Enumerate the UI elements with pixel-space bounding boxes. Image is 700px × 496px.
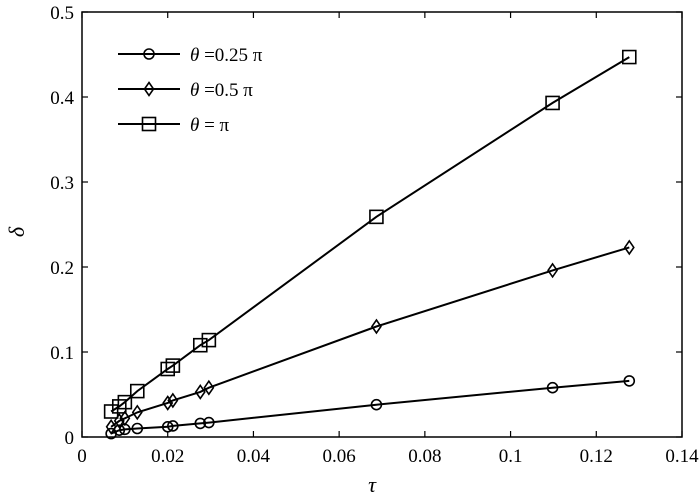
legend-label-value: =0.5 π — [199, 80, 253, 101]
data-point — [117, 394, 133, 410]
legend-marker — [143, 48, 155, 60]
legend-label-variable: θ — [190, 45, 199, 66]
legend-label-value: =0.25 π — [199, 45, 262, 66]
data-point — [162, 395, 174, 411]
legend-label: θ =0.5 π — [190, 80, 253, 101]
legend-entry: θ =0.5 π — [118, 80, 253, 101]
y-tick-label: 0.5 — [50, 3, 74, 24]
legend-marker — [143, 81, 155, 97]
plot-border — [81, 11, 683, 438]
x-axis-label: τ — [368, 472, 377, 496]
data-point — [161, 420, 174, 433]
data-point — [105, 418, 117, 435]
axis-ticks — [81, 11, 683, 438]
legend-label-variable: θ — [190, 115, 199, 136]
data-point — [131, 404, 143, 421]
data-point — [370, 318, 382, 335]
legend-label-variable: θ — [190, 80, 199, 101]
data-point — [546, 381, 559, 394]
series-square — [103, 49, 637, 419]
series-line — [110, 56, 630, 413]
data-point — [103, 404, 119, 419]
legend-label: θ =0.25 π — [190, 45, 263, 66]
series-circle — [105, 375, 636, 440]
x-tick-label: 0.12 — [580, 446, 613, 467]
y-tick-label: 0.2 — [50, 258, 74, 279]
data-point — [203, 379, 215, 396]
data-point — [129, 383, 145, 399]
data-point — [623, 239, 635, 256]
data-point — [203, 416, 215, 429]
data-point — [370, 398, 383, 411]
legend-label-value: = π — [199, 115, 229, 136]
x-tick-label: 0.14 — [665, 446, 699, 467]
x-tick-label: 0.06 — [323, 446, 356, 467]
series-layer — [103, 49, 637, 440]
x-tick-label: 0.04 — [237, 446, 271, 467]
legend-marker — [141, 116, 157, 132]
y-axis-label: δ — [4, 226, 29, 237]
y-tick-label: 0 — [65, 428, 75, 449]
series-line — [110, 379, 630, 435]
series-diamond — [105, 239, 635, 435]
data-point — [621, 49, 637, 65]
data-point — [201, 332, 217, 348]
data-point — [160, 361, 176, 377]
legend: θ =0.25 πθ =0.5 πθ = π — [118, 45, 263, 136]
data-point — [369, 209, 384, 225]
data-point — [131, 422, 144, 435]
data-point — [113, 424, 126, 437]
y-tick-label: 0.1 — [50, 343, 74, 364]
data-point — [194, 417, 207, 430]
data-point — [111, 399, 127, 414]
data-point — [119, 410, 131, 427]
y-tick-label: 0.4 — [50, 88, 74, 109]
plot-frame — [81, 11, 683, 438]
data-point — [167, 420, 179, 432]
data-point — [623, 375, 636, 387]
x-tick-label: 0 — [77, 446, 87, 467]
legend-entry: θ =0.25 π — [118, 45, 263, 66]
data-point — [167, 392, 179, 409]
tick-labels: 0 0.02 0.04 0.06 0.08 0.1 0.12 0.14 0 0.1 0.2 0.3 0.… — [50, 3, 699, 467]
legend-entry: θ = π — [118, 115, 230, 136]
x-tick-label: 0.1 — [499, 446, 523, 467]
data-point — [192, 337, 208, 353]
data-point — [545, 95, 560, 111]
x-tick-label: 0.08 — [408, 446, 441, 467]
x-tick-label: 0.02 — [151, 446, 184, 467]
data-point — [165, 358, 181, 373]
legend-label: θ = π — [190, 115, 230, 136]
y-tick-label: 0.3 — [50, 173, 74, 194]
data-point — [194, 384, 206, 400]
data-point — [547, 262, 559, 279]
